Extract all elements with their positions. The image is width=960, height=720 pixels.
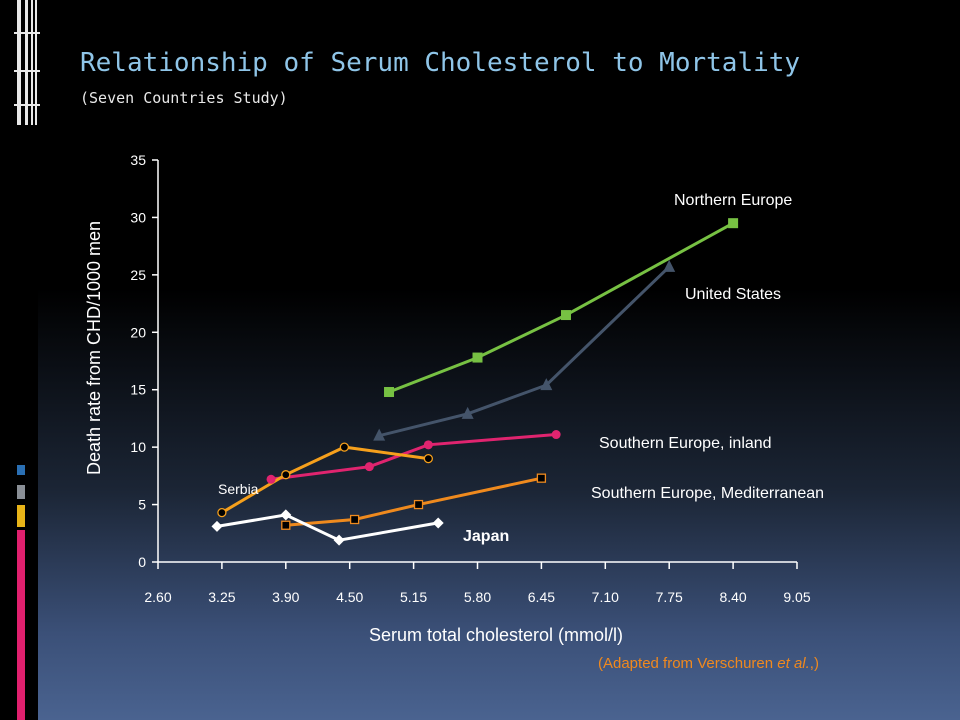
y-tick-label: 25 xyxy=(130,267,146,283)
data-point xyxy=(432,517,444,529)
slide-subtitle: (Seven Countries Study) xyxy=(80,89,288,107)
source-italic: et al. xyxy=(777,655,810,672)
series-label: Southern Europe, inland xyxy=(599,435,772,452)
x-tick-label: 7.10 xyxy=(592,589,619,605)
data-point xyxy=(281,470,291,480)
series-label: United States xyxy=(685,286,781,303)
data-point xyxy=(373,428,386,441)
x-tick-label: 5.80 xyxy=(464,589,491,605)
x-tick-label: 4.50 xyxy=(336,589,363,605)
decor-stripe-gray xyxy=(17,485,25,499)
y-tick-label: 0 xyxy=(138,554,146,570)
slide-title: Relationship of Serum Cholesterol to Mor… xyxy=(80,48,801,78)
data-point xyxy=(540,378,553,391)
data-point xyxy=(472,352,483,363)
data-point xyxy=(281,520,291,530)
y-tick-label: 20 xyxy=(130,324,146,340)
source-note: (Adapted from Verschuren et al.,) xyxy=(598,655,819,672)
decor-stripe-magenta xyxy=(17,530,25,720)
data-point xyxy=(663,259,676,272)
data-point xyxy=(266,474,276,484)
x-tick-label: 2.60 xyxy=(144,589,171,605)
x-tick-label: 8.40 xyxy=(719,589,746,605)
series-label: Japan xyxy=(463,528,509,545)
series-line xyxy=(378,265,671,438)
series-line xyxy=(221,445,429,514)
y-tick-label: 10 xyxy=(130,439,146,455)
series-line xyxy=(216,513,439,542)
series-label: Northern Europe xyxy=(674,192,792,209)
decor-stripe-yellow xyxy=(17,505,25,527)
data-point xyxy=(413,499,424,510)
x-tick-label: 3.90 xyxy=(272,589,299,605)
data-point xyxy=(461,406,474,419)
ruled-grid-icon xyxy=(14,0,40,125)
series-label: Southern Europe, Mediterranean xyxy=(591,485,824,502)
data-point xyxy=(349,514,360,525)
series-label: Serbia xyxy=(218,481,259,497)
series-line xyxy=(388,221,734,394)
y-tick-label: 5 xyxy=(138,497,146,513)
x-tick-label: 3.25 xyxy=(208,589,235,605)
y-tick-label: 30 xyxy=(130,209,146,225)
y-tick-label: 35 xyxy=(130,152,146,168)
data-point xyxy=(364,462,374,472)
source-suffix: ,) xyxy=(809,655,819,672)
series-line xyxy=(285,476,542,527)
decor-stripe-blue xyxy=(17,465,25,475)
data-point xyxy=(536,473,547,483)
x-tick-label: 7.75 xyxy=(656,589,683,605)
source-prefix: (Adapted from Verschuren xyxy=(598,655,778,672)
data-point xyxy=(211,520,223,532)
slide-background xyxy=(38,0,960,720)
data-point xyxy=(339,442,350,452)
data-point xyxy=(560,310,571,321)
data-point xyxy=(423,453,433,464)
data-point xyxy=(384,387,395,398)
x-tick-label: 6.45 xyxy=(528,589,555,605)
y-tick-label: 15 xyxy=(130,382,146,398)
data-point xyxy=(551,430,561,440)
y-axis-label: Death rate from CHD/1000 men xyxy=(84,221,104,475)
data-point xyxy=(217,507,227,518)
data-point xyxy=(280,509,292,521)
data-point xyxy=(423,440,433,450)
data-point xyxy=(728,218,739,229)
x-tick-label: 5.15 xyxy=(400,589,427,605)
x-tick-label: 9.05 xyxy=(783,589,810,605)
data-point xyxy=(333,534,345,546)
x-axis-label: Serum total cholesterol (mmol/l) xyxy=(369,625,623,645)
